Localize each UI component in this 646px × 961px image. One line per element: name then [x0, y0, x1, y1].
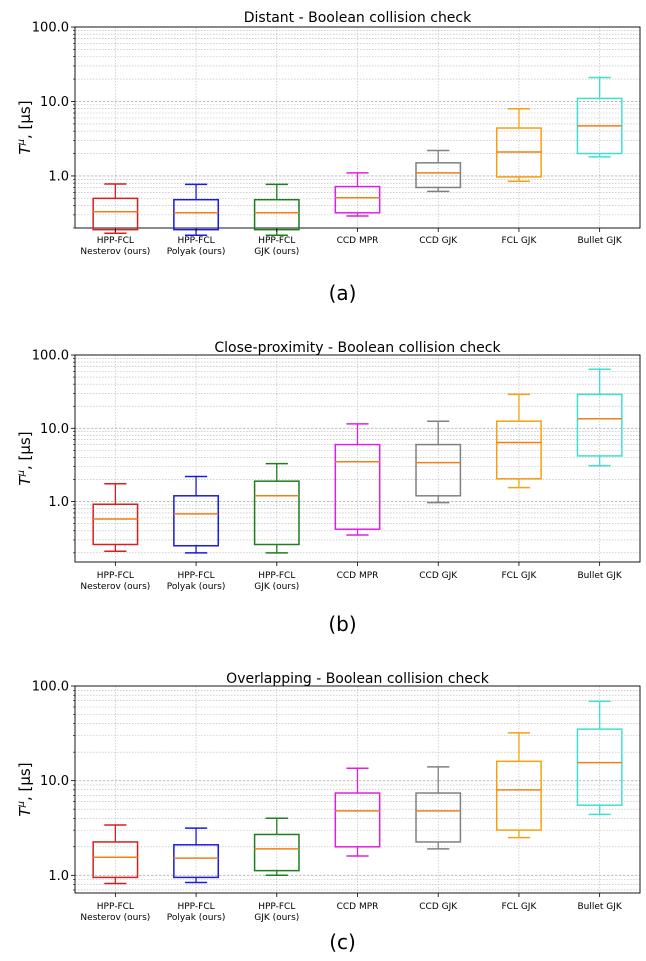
box-fcl-gjk: FCL GJK: [495, 732, 542, 912]
box-bullet-gjk: Bullet GJK: [576, 76, 623, 246]
y-tick-label: 1.0: [48, 169, 69, 184]
x-tick-label: HPP-FCL Nesterov (ours): [80, 236, 150, 257]
box-ccd-mpr: CCD MPR: [334, 423, 381, 581]
iqr-box: [415, 792, 462, 843]
x-tick-label: Bullet GJK: [577, 571, 622, 581]
x-tick-label: FCL GJK: [501, 902, 537, 912]
y-axis: 1.0 10.0 100.0: [32, 349, 75, 554]
y-tick-label: 10.0: [40, 95, 69, 110]
box-hpp-fcl-nesterov-ours-: HPP-FCL Nesterov (ours): [80, 824, 150, 923]
box-hpp-fcl-gjk-ours-: HPP-FCL GJK (ours): [253, 817, 300, 923]
iqr-box: [334, 792, 381, 848]
y-axis: 1.0 10.0 100.0: [32, 680, 75, 891]
box-bullet-gjk: Bullet GJK: [576, 700, 623, 912]
box-fcl-gjk: FCL GJK: [495, 393, 542, 581]
iqr-box: [415, 162, 462, 189]
x-tick-label: CCD MPR: [337, 571, 379, 581]
y-axis-label: Tμ, [μs]: [16, 100, 34, 154]
iqr-box: [173, 844, 220, 879]
chart-title: Close-proximity - Boolean collision chec…: [214, 340, 501, 356]
x-tick-label: CCD GJK: [419, 902, 458, 912]
iqr-box: [495, 420, 542, 480]
box-ccd-gjk: CCD GJK: [415, 149, 462, 246]
iqr-box: [334, 185, 381, 214]
panel-caption: (c): [329, 930, 356, 954]
box-hpp-fcl-nesterov-ours-: HPP-FCL Nesterov (ours): [80, 483, 150, 592]
x-tick-label: CCD GJK: [419, 571, 458, 581]
x-tick-label: HPP-FCL Nesterov (ours): [80, 571, 150, 592]
x-tick-label: HPP-FCL Polyak (ours): [167, 236, 226, 257]
box-hpp-fcl-polyak-ours-: HPP-FCL Polyak (ours): [167, 183, 226, 257]
y-tick-label: 1.0: [48, 495, 69, 510]
grid: [75, 354, 640, 562]
iqr-box: [92, 841, 139, 879]
y-axis: 1.0 10.0 100.0: [32, 21, 75, 229]
box-hpp-fcl-gjk-ours-: HPP-FCL GJK (ours): [253, 462, 300, 592]
chart-title: Overlapping - Boolean collision check: [226, 671, 490, 687]
x-tick-label: HPP-FCL Polyak (ours): [167, 571, 226, 592]
x-tick-label: FCL GJK: [501, 571, 537, 581]
y-tick-label: 100.0: [32, 21, 69, 36]
box-ccd-gjk: CCD GJK: [415, 766, 462, 912]
x-tick-label: HPP-FCL GJK (ours): [254, 571, 299, 592]
y-tick-label: 10.0: [40, 422, 69, 437]
iqr-box: [495, 760, 542, 831]
chart-panel-3: 1.0 10.0 100.0 Tμ, [μs] Overlapping - Boolea…: [16, 671, 641, 954]
iqr-box: [334, 443, 381, 530]
y-tick-label: 100.0: [32, 349, 69, 364]
iqr-box: [576, 393, 623, 457]
panel-caption: (b): [328, 612, 356, 636]
x-tick-label: CCD GJK: [419, 236, 458, 246]
y-axis-label: Tμ, [μs]: [16, 762, 34, 816]
x-tick-label: HPP-FCL GJK (ours): [254, 236, 299, 257]
x-tick-label: HPP-FCL Nesterov (ours): [80, 902, 150, 923]
iqr-box: [576, 728, 623, 806]
box-fcl-gjk: FCL GJK: [495, 107, 542, 246]
box-hpp-fcl-nesterov-ours-: HPP-FCL Nesterov (ours): [80, 183, 150, 257]
box-ccd-mpr: CCD MPR: [334, 767, 381, 912]
y-tick-label: 1.0: [48, 869, 69, 884]
box-ccd-mpr: CCD MPR: [334, 172, 381, 246]
x-tick-label: Bullet GJK: [577, 236, 622, 246]
box-ccd-gjk: CCD GJK: [415, 420, 462, 581]
x-tick-label: CCD MPR: [337, 902, 379, 912]
iqr-box: [253, 480, 300, 546]
box-hpp-fcl-polyak-ours-: HPP-FCL Polyak (ours): [167, 827, 226, 923]
box-bullet-gjk: Bullet GJK: [576, 368, 623, 581]
panel-caption: (a): [329, 281, 357, 305]
x-tick-label: Bullet GJK: [577, 902, 622, 912]
box-hpp-fcl-gjk-ours-: HPP-FCL GJK (ours): [253, 183, 300, 257]
y-axis-label: Tμ, [μs]: [16, 431, 34, 485]
chart-title: Distant - Boolean collision check: [244, 10, 472, 26]
iqr-box: [92, 503, 139, 546]
chart-panel-2: 1.0 10.0 100.0 Tμ, [μs] Close-proximity - Bo…: [16, 340, 641, 636]
x-tick-label: HPP-FCL Polyak (ours): [167, 902, 226, 923]
box-hpp-fcl-polyak-ours-: HPP-FCL Polyak (ours): [167, 475, 226, 592]
y-tick-label: 100.0: [32, 680, 69, 695]
x-tick-label: CCD MPR: [337, 236, 379, 246]
y-tick-label: 10.0: [40, 774, 69, 789]
x-tick-label: FCL GJK: [501, 236, 537, 246]
chart-panel-1: 1.0 10.0 100.0 Tμ, [μs] Distant - Boolean co…: [16, 10, 641, 305]
iqr-box: [415, 443, 462, 497]
x-tick-label: HPP-FCL GJK (ours): [254, 902, 299, 923]
iqr-box: [253, 833, 300, 872]
iqr-box: [173, 495, 220, 547]
